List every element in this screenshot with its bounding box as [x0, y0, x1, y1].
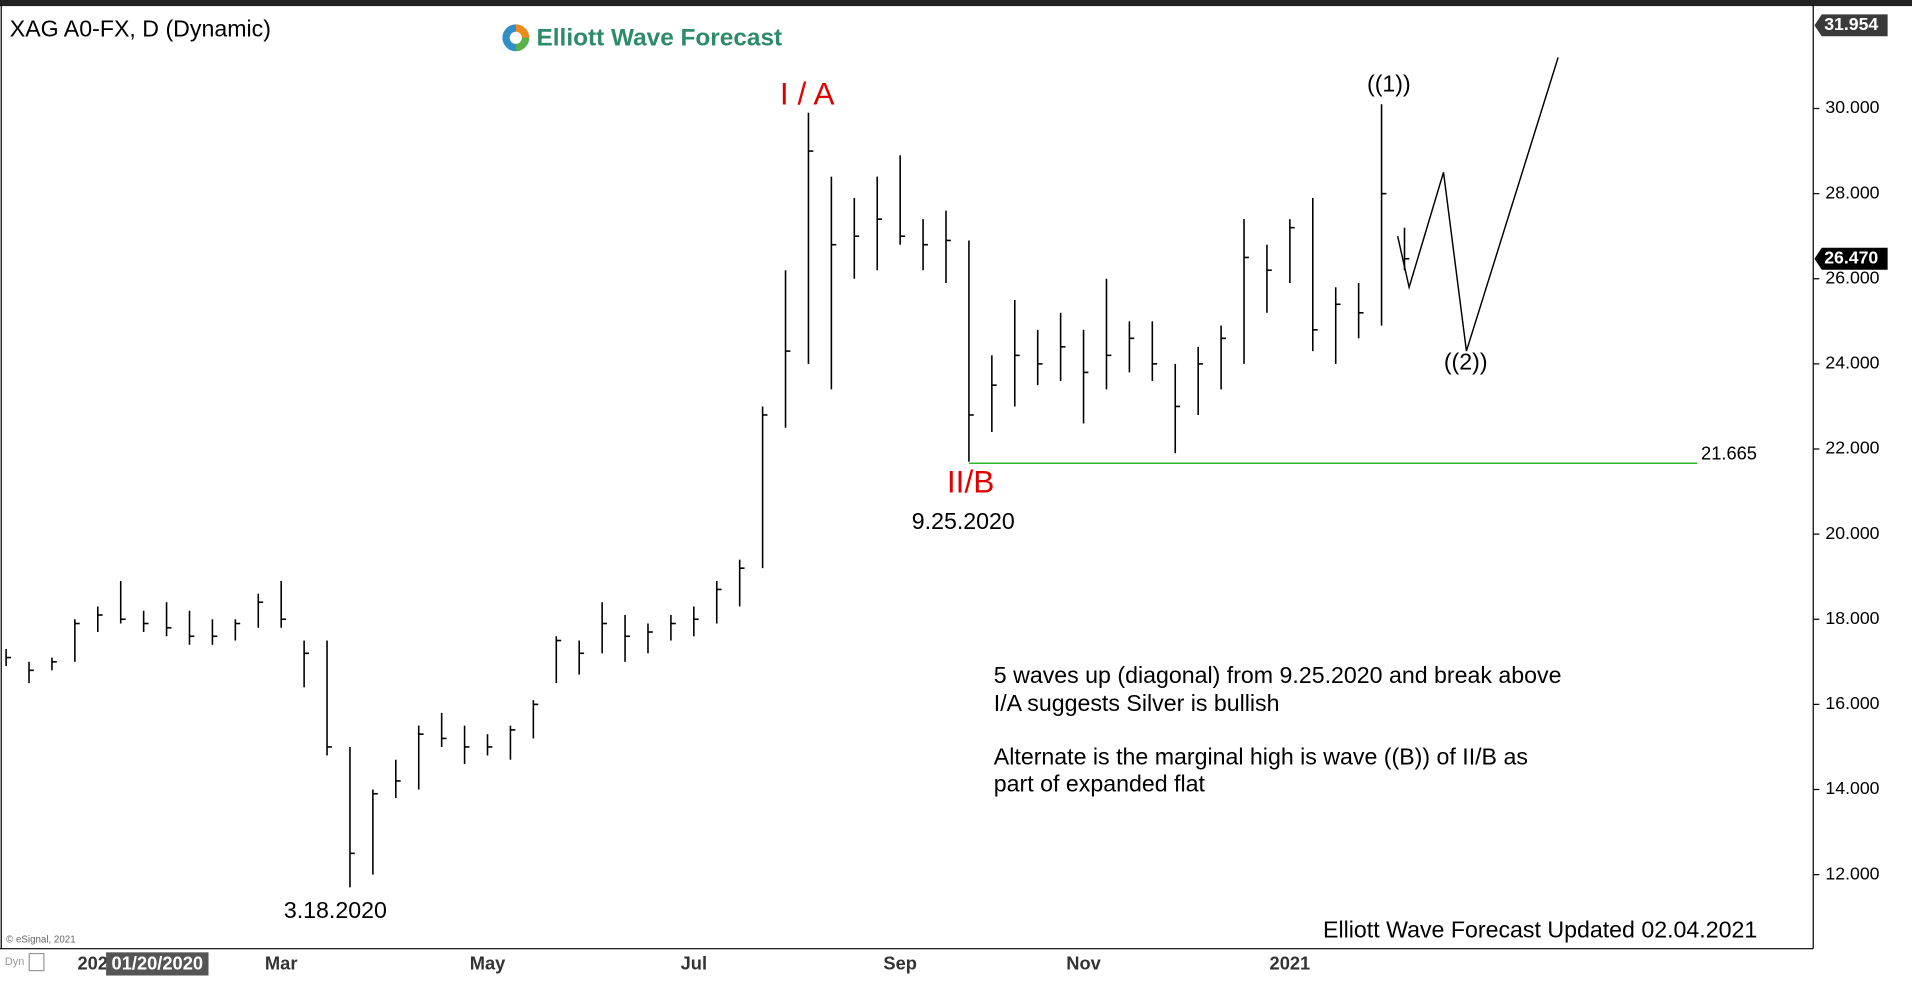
- y-tick-label: 22.000: [1825, 438, 1879, 458]
- cursor-label-box: [106, 952, 209, 976]
- note: part of expanded flat: [994, 770, 1206, 796]
- corner-button[interactable]: [28, 952, 45, 972]
- x-tick-label: May: [470, 952, 506, 973]
- y-tick-label: 18.000: [1825, 608, 1879, 628]
- footer: Elliott Wave Forecast Updated 02.04.2021: [1323, 917, 1757, 943]
- price-marker-label: 31.954: [1824, 14, 1878, 34]
- note: I/A suggests Silver is bullish: [994, 690, 1280, 716]
- y-tick-label: 14.000: [1825, 778, 1879, 798]
- note: 5 waves up (diagonal) from 9.25.2020 and…: [994, 662, 1562, 688]
- x-tick-label: Nov: [1066, 952, 1101, 973]
- copyright: © eSignal, 2021: [6, 935, 76, 946]
- note: Alternate is the marginal high is wave (…: [994, 744, 1528, 770]
- y-tick-label: 24.000: [1825, 353, 1879, 373]
- chart-title: XAG A0-FX, D (Dynamic): [10, 16, 271, 42]
- y-tick-label: 20.000: [1825, 523, 1879, 543]
- price-marker-box: [1814, 247, 1888, 270]
- top-bar: [0, 0, 1912, 7]
- x-tick-label: 2021: [1270, 952, 1311, 973]
- support-label: 21.665: [1701, 443, 1757, 464]
- corner-label: Dyn: [5, 956, 25, 968]
- y-tick-label: 26.000: [1825, 267, 1879, 287]
- projection-line: [1396, 57, 1559, 352]
- price-marker-label: 26.470: [1824, 247, 1878, 267]
- wave-label: I / A: [780, 76, 835, 112]
- logo: Elliott Wave Forecast: [502, 24, 782, 51]
- x-tick-label: Jul: [681, 952, 707, 973]
- y-tick-label: 28.000: [1825, 182, 1879, 202]
- logo-icon-center: [509, 31, 522, 44]
- date-label: 9.25.2020: [912, 508, 1015, 534]
- y-tick-label: 30.000: [1825, 97, 1879, 117]
- date-label: 3.18.2020: [284, 897, 387, 923]
- wave-label: ((1)): [1367, 70, 1411, 96]
- price-marker-box: [1814, 14, 1888, 37]
- x-tick-label: Sep: [883, 952, 917, 973]
- wave-label: II/B: [947, 463, 995, 499]
- x-tick-label: Mar: [265, 952, 298, 973]
- cursor-label: 01/20/2020: [112, 952, 204, 973]
- logo-text: Elliott Wave Forecast: [537, 24, 783, 51]
- wave-label: ((2)): [1444, 349, 1488, 375]
- y-tick-label: 16.000: [1825, 693, 1879, 713]
- y-tick-label: 12.000: [1825, 863, 1879, 883]
